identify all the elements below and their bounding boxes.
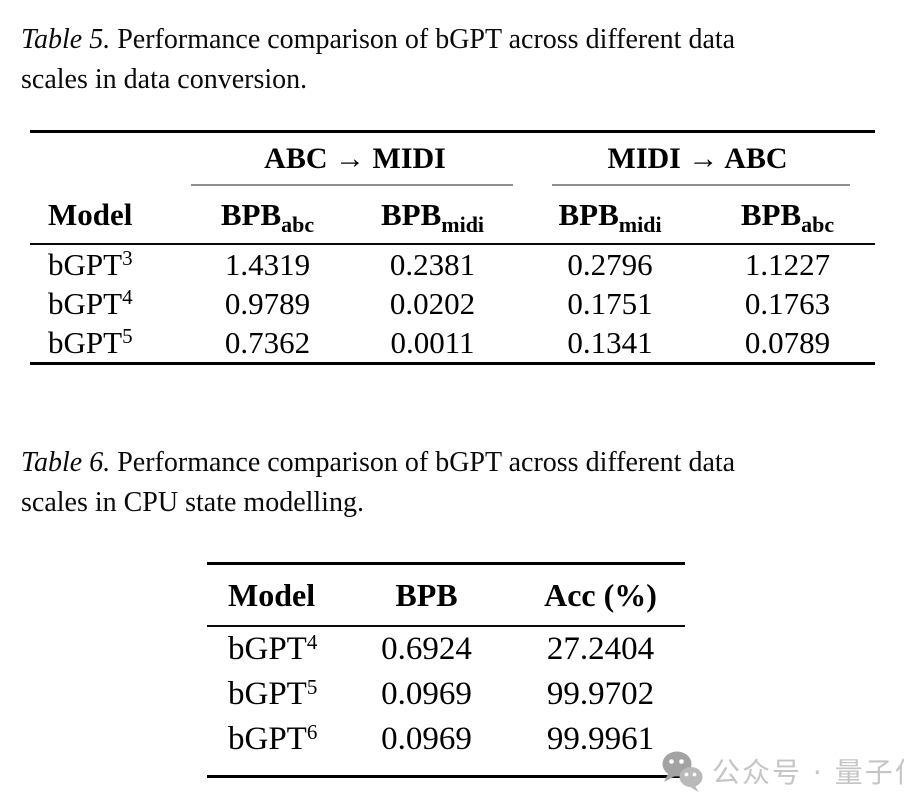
table6-caption: Table 6. Performance comparison of bGPT … (21, 443, 893, 523)
table6: Model BPB Acc (%) bGPT4 0.6924 27.2404 b… (207, 562, 685, 778)
cell-value: 27.2404 (546, 631, 655, 667)
cell-value: 1.1227 (744, 246, 831, 282)
model-label: bGPT6 (228, 720, 318, 757)
cell-value: 0.2381 (389, 246, 476, 282)
cell-value: 1.4319 (224, 246, 311, 282)
table6-caption-line1: Table 6. Performance comparison of bGPT … (21, 443, 893, 483)
table6-row-bgpt6: bGPT6 0.0969 99.9961 (207, 717, 685, 777)
table5-span-empty (30, 132, 190, 187)
cell-value: 0.0969 (381, 676, 472, 712)
watermark: 公众号 · 量子位 (658, 747, 904, 795)
table5-header-bpb-abc-1: BPBabc (190, 186, 345, 245)
cell-value: 0.0011 (390, 324, 475, 360)
table6-caption-label: Table 6. (21, 447, 111, 478)
table5-header-bpb-abc-2: BPBabc (700, 186, 876, 245)
table6-caption-text1: Performance comparison of bGPT across di… (110, 447, 736, 478)
model-label: bGPT5 (228, 675, 318, 712)
cell-value: 0.0789 (744, 324, 831, 360)
table5-column-header-row: Model BPBabc BPBmidi BPBmidi BPBabc (30, 186, 876, 245)
table5-span-midi-abc-label: MIDI → ABC (607, 142, 788, 175)
cmidrule-abc-midi (191, 184, 514, 186)
table6-header-acc: Acc (%) (516, 563, 685, 627)
table5-span-header-row: ABC → MIDI MIDI → ABC (30, 132, 875, 187)
cmidrule-midi-abc (552, 184, 851, 186)
table5-span-abc-midi: ABC → MIDI (190, 132, 520, 186)
table5-header-model: Model (30, 186, 190, 245)
model-label: bGPT3 (48, 245, 133, 282)
table5-header-bpb-midi-2: BPBmidi (520, 186, 701, 245)
cell-value: 99.9961 (546, 721, 655, 757)
watermark-text: 公众号 · 量子位 (712, 756, 904, 789)
table5-caption: Table 5. Performance comparison of bGPT … (21, 20, 893, 100)
cell-value: 0.0202 (389, 285, 476, 321)
cell-value: 0.6924 (381, 631, 472, 667)
table5-caption-text1: Performance comparison of bGPT across di… (110, 24, 736, 55)
cell-value: 0.7362 (224, 324, 311, 360)
table5-row-bgpt3: bGPT3 1.4319 0.2381 0.2796 1.1227 (30, 244, 875, 284)
model-label: bGPT4 (48, 284, 133, 321)
table5-header-bpb-midi-1: BPBmidi (345, 186, 521, 245)
table5-row-bgpt5: bGPT5 0.7362 0.0011 0.1341 0.0789 (30, 323, 875, 364)
table5-caption-line2: scales in data conversion. (21, 64, 308, 95)
table6-caption-line2: scales in CPU state modelling. (21, 487, 364, 518)
cell-value: 0.1341 (567, 324, 653, 360)
table6-header-bpb: BPB (337, 563, 516, 627)
table6-row-bgpt4: bGPT4 0.6924 27.2404 (207, 626, 685, 672)
table5-row-bgpt4: bGPT4 0.9789 0.0202 0.1751 0.1763 (30, 284, 875, 323)
table5: ABC → MIDI MIDI → ABC Model BPBabc BPBmi… (30, 130, 876, 365)
table5-caption-line1: Table 5. Performance comparison of bGPT … (21, 20, 893, 60)
table6-header-model: Model (207, 563, 337, 627)
model-label: bGPT5 (48, 323, 133, 360)
wechat-icon (662, 751, 703, 792)
table6-column-header-row: Model BPB Acc (%) (207, 563, 685, 627)
cell-value: 0.1763 (744, 285, 831, 321)
cell-value: 0.0969 (381, 721, 472, 757)
model-label: bGPT4 (228, 630, 318, 667)
table5-caption-label: Table 5. (21, 24, 111, 55)
cell-value: 0.1751 (567, 285, 653, 321)
table5-span-abc-midi-label: ABC → MIDI (264, 142, 446, 175)
cell-value: 99.9702 (546, 676, 655, 712)
cell-value: 0.2796 (567, 246, 653, 282)
table6-row-bgpt5: bGPT5 0.0969 99.9702 (207, 672, 685, 717)
table5-span-midi-abc: MIDI → ABC (520, 132, 875, 186)
cell-value: 0.9789 (224, 285, 311, 321)
